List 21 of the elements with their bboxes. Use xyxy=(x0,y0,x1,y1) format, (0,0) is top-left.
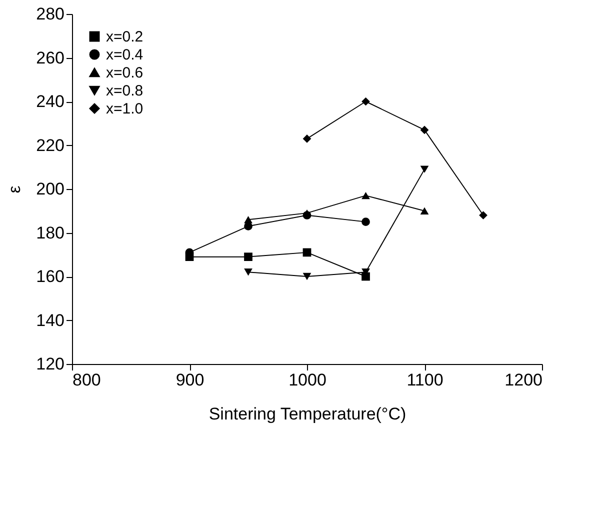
legend-label: x=0.6 xyxy=(106,64,144,82)
y-axis-title: ε xyxy=(5,185,24,194)
x-tick-label: 1100 xyxy=(406,370,444,390)
legend-label: x=0.8 xyxy=(106,82,144,100)
y-tick-label: 200 xyxy=(36,180,64,198)
x-tick-label: 1200 xyxy=(504,370,542,390)
legend-label: x=0.2 xyxy=(106,28,144,46)
legend-label: x=0.4 xyxy=(106,46,144,64)
y-tick-label: 140 xyxy=(36,310,64,330)
y-tick-label: 240 xyxy=(36,92,64,111)
y-tick-label: 220 xyxy=(36,136,64,155)
legend-label: x=1.0 xyxy=(106,100,144,118)
y-tick-label: 260 xyxy=(36,48,64,68)
x-tick-label: 1000 xyxy=(288,370,326,390)
x-tick-label: 800 xyxy=(72,370,101,390)
y-tick-label: 180 xyxy=(36,223,64,242)
y-tick-label: 160 xyxy=(36,267,64,286)
y-tick-label: 120 xyxy=(36,354,64,374)
x-tick-label: 900 xyxy=(176,370,204,390)
x-axis-title: Sintering Temperature(°C) xyxy=(208,404,406,424)
y-tick-label: 280 xyxy=(36,4,64,24)
